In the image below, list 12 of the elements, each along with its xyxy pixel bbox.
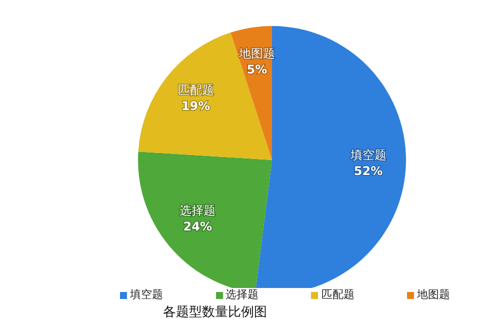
legend-label: 填空题 [129, 288, 163, 302]
data-label: 52% [354, 164, 383, 178]
data-label: 24% [183, 220, 212, 234]
text: 各题型数量比例图 [163, 305, 268, 321]
data-label: 5% [246, 62, 268, 77]
legend-label: 选择题 [224, 288, 259, 302]
slice-label: 选择题 [180, 204, 216, 218]
legend-label: 地图题 [416, 288, 450, 302]
slice-label: 填空题 [349, 148, 386, 162]
data-label: 19% [181, 98, 210, 113]
slice-label: 匹配题 [178, 82, 214, 97]
legend-label: 匹配题 [320, 288, 354, 302]
